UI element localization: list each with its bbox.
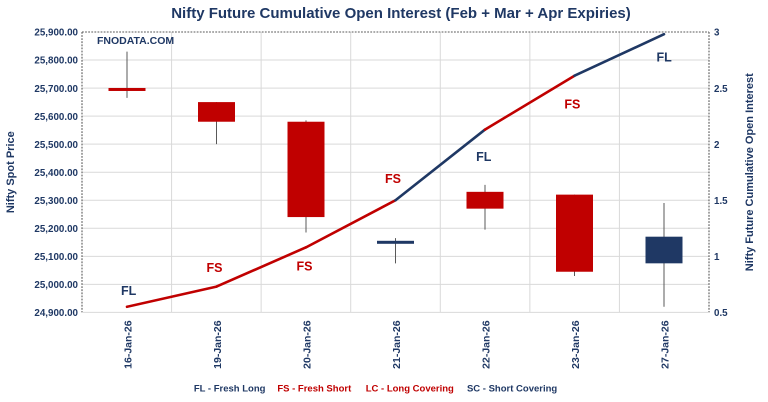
svg-text:Nifty Spot Price: Nifty Spot Price (5, 131, 17, 213)
svg-text:25,700.00: 25,700.00 (34, 84, 78, 95)
svg-text:22-Jan-26: 22-Jan-26 (481, 320, 493, 369)
svg-text:16-Jan-26: 16-Jan-26 (123, 320, 135, 369)
svg-text:25,400.00: 25,400.00 (34, 168, 78, 179)
svg-text:25,800.00: 25,800.00 (34, 56, 78, 67)
svg-text:27-Jan-26: 27-Jan-26 (660, 320, 672, 369)
svg-text:19-Jan-26: 19-Jan-26 (212, 320, 224, 369)
svg-text:2.5: 2.5 (714, 84, 728, 95)
svg-text:23-Jan-26: 23-Jan-26 (570, 320, 582, 369)
svg-text:24,900.00: 24,900.00 (34, 308, 78, 319)
svg-text:3: 3 (714, 28, 720, 39)
svg-text:LC - Long Covering: LC - Long Covering (366, 384, 454, 395)
svg-text:1: 1 (714, 252, 720, 263)
svg-text:25,900.00: 25,900.00 (34, 28, 78, 39)
svg-text:1.5: 1.5 (714, 196, 728, 207)
svg-text:2: 2 (714, 140, 720, 151)
svg-text:FS: FS (297, 260, 313, 274)
svg-text:FL - Fresh Long: FL - Fresh Long (194, 384, 266, 395)
svg-text:FS: FS (385, 172, 401, 186)
svg-text:25,100.00: 25,100.00 (34, 252, 78, 263)
svg-text:25,200.00: 25,200.00 (34, 224, 78, 235)
svg-text:FS: FS (207, 261, 223, 275)
svg-text:FL: FL (121, 284, 137, 298)
svg-text:25,000.00: 25,000.00 (34, 280, 78, 291)
svg-text:FL: FL (657, 51, 673, 65)
svg-text:25,300.00: 25,300.00 (34, 196, 78, 207)
svg-text:FS: FS (564, 98, 580, 112)
svg-text:SC - Short Covering: SC - Short Covering (467, 384, 557, 395)
svg-text:FS - Fresh Short: FS - Fresh Short (277, 384, 352, 395)
svg-text:Nifty Future Cumulative Open I: Nifty Future Cumulative Open Interest (F… (171, 5, 631, 22)
svg-text:20-Jan-26: 20-Jan-26 (302, 320, 314, 369)
svg-text:25,600.00: 25,600.00 (34, 112, 78, 123)
svg-text:FNODATA.COM: FNODATA.COM (97, 35, 174, 47)
svg-text:25,500.00: 25,500.00 (34, 140, 78, 151)
svg-text:Nifty Future Cumulative Open I: Nifty Future Cumulative Open Interest (744, 73, 756, 271)
svg-text:FL: FL (476, 150, 492, 164)
svg-text:21-Jan-26: 21-Jan-26 (391, 320, 403, 369)
svg-text:0.5: 0.5 (714, 308, 728, 319)
